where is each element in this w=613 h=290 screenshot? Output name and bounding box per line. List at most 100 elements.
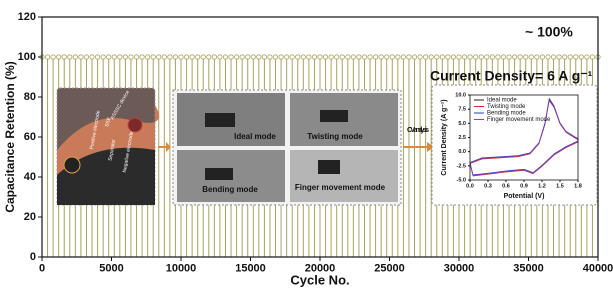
legend-label: Ideal mode (487, 98, 517, 104)
photo-label: Finger movement mode (295, 183, 386, 192)
x-tick-label: 0.0 (466, 183, 474, 189)
stem-marker (107, 55, 111, 59)
x-tick-label: 1.5 (556, 183, 564, 189)
stem-marker (140, 55, 144, 59)
stem-marker (512, 55, 516, 59)
stem-marker (79, 55, 83, 59)
stem-marker (112, 55, 116, 59)
stem-marker (290, 55, 294, 59)
x-axis-label: Potential (V) (504, 193, 545, 200)
stem-marker (468, 55, 472, 59)
stem-marker (373, 55, 377, 59)
stem-marker (334, 55, 338, 59)
stem-marker (501, 55, 505, 59)
stem-marker (101, 55, 105, 59)
stem-marker (318, 55, 322, 59)
figure: 0500010000150002000025000300003500040000… (0, 0, 613, 290)
stem-marker (229, 55, 233, 59)
stem-marker (95, 55, 99, 59)
stem-marker (284, 55, 288, 59)
stem-marker (346, 55, 350, 59)
stem-marker (496, 55, 500, 59)
stem-marker (518, 55, 522, 59)
stem-marker (173, 55, 177, 59)
stem-marker (207, 55, 211, 59)
stem-marker (385, 55, 389, 59)
stem-marker (118, 55, 122, 59)
arrow-label: CV analysis (407, 127, 429, 134)
x-tick-label: 15000 (235, 263, 266, 275)
stem-marker (279, 55, 283, 59)
stem-marker (257, 55, 261, 59)
stem-marker (329, 55, 333, 59)
stem-marker (379, 55, 383, 59)
device (318, 160, 340, 174)
x-tick-label: 10000 (166, 263, 197, 275)
stem-marker (307, 55, 311, 59)
photo-label: Twisting mode (307, 132, 363, 141)
y-axis-label: Capacitance Retention (%) (3, 61, 17, 212)
y-tick-label: 120 (18, 11, 36, 23)
stem-marker (362, 55, 366, 59)
stem-marker (390, 55, 394, 59)
legend-label: Twisting mode (487, 104, 526, 110)
stem-marker (451, 55, 455, 59)
stem-marker (234, 55, 238, 59)
stem-marker (457, 55, 461, 59)
stem-marker (51, 55, 55, 59)
y-tick-label: 80 (24, 91, 36, 103)
x-tick-label: 0 (39, 263, 45, 275)
stem-marker (524, 55, 528, 59)
stem-marker (579, 55, 583, 59)
annotation: ~ 100% (525, 24, 573, 40)
device (205, 113, 235, 127)
y-tick-label: 5.0 (458, 121, 466, 127)
stem-marker (479, 55, 483, 59)
x-tick-label: 0.3 (484, 183, 492, 189)
stem-marker (574, 55, 578, 59)
stem-marker (557, 55, 561, 59)
stem-marker (340, 55, 344, 59)
y-tick-label: 20 (24, 211, 36, 223)
stem-marker (251, 55, 255, 59)
stem-marker (190, 55, 194, 59)
stem-marker (268, 55, 272, 59)
stem-marker (68, 55, 72, 59)
stem-marker (396, 55, 400, 59)
stem-marker (195, 55, 199, 59)
stem-marker (429, 55, 433, 59)
y-tick-label: 7.5 (458, 107, 466, 113)
stem-marker (56, 55, 60, 59)
stem-marker (446, 55, 450, 59)
stem-marker (412, 55, 416, 59)
y-tick-label: -5.0 (457, 177, 466, 183)
stem-marker (179, 55, 183, 59)
stem-marker (73, 55, 77, 59)
stem-marker (201, 55, 205, 59)
y-tick-label: 0 (30, 251, 36, 263)
stem-marker (90, 55, 94, 59)
annotation: Current Density= 6 A g⁻¹ (430, 68, 593, 84)
stem-marker (151, 55, 155, 59)
stem-marker (418, 55, 422, 59)
x-tick-label: 25000 (374, 263, 405, 275)
stem-marker (62, 55, 66, 59)
x-tick-label: 5000 (99, 263, 123, 275)
x-tick-label: 30000 (444, 263, 475, 275)
schematic-icon (128, 118, 142, 132)
stem-marker (590, 55, 594, 59)
stem-marker (162, 55, 166, 59)
stem-marker (568, 55, 572, 59)
schematic-icon (64, 157, 80, 173)
stem-marker (535, 55, 539, 59)
stem-marker (129, 55, 133, 59)
stem-marker (490, 55, 494, 59)
x-tick-label: 35000 (513, 263, 544, 275)
stem-marker (540, 55, 544, 59)
stem-marker (246, 55, 250, 59)
y-axis-label: Current Density (A g⁻¹) (441, 99, 448, 175)
photo-label: Ideal mode (234, 132, 276, 141)
stem-marker (485, 55, 489, 59)
stem-marker (84, 55, 88, 59)
stem-marker (473, 55, 477, 59)
